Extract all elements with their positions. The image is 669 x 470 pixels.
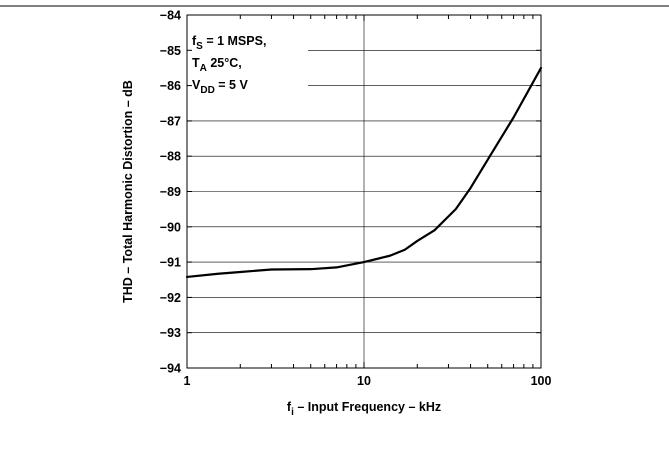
x-tick-label: 100 bbox=[531, 374, 552, 388]
x-tick-label: 10 bbox=[357, 374, 371, 388]
y-tick-label: −84 bbox=[160, 9, 181, 23]
y-tick-label: −86 bbox=[160, 79, 181, 93]
annotation-line-rest: = 1 MSPS, bbox=[203, 34, 267, 48]
y-tick-label: −91 bbox=[160, 256, 181, 270]
y-tick-label: −94 bbox=[160, 362, 181, 376]
y-tick-label: −93 bbox=[160, 326, 181, 340]
y-axis-title: THD – Total Harmonic Distortion – dB bbox=[121, 80, 135, 303]
y-tick-label: −85 bbox=[160, 44, 181, 58]
y-tick-label: −92 bbox=[160, 291, 181, 305]
x-tick-label: 1 bbox=[184, 374, 191, 388]
y-tick-labels: −84 −85 −86 −87 −88 −89 −90 −91 −92 −93 −94 bbox=[160, 9, 181, 376]
y-tick-label: −88 bbox=[160, 150, 181, 164]
x-axis-title-rest: – Input Frequency – kHz bbox=[294, 400, 441, 414]
y-tick-label: −90 bbox=[160, 220, 181, 234]
annotation-line-rest: 25°C, bbox=[207, 56, 242, 70]
x-axis-title: fi – Input Frequency – kHz bbox=[287, 400, 441, 418]
annotation-line-rest: = 5 V bbox=[215, 78, 249, 92]
x-tick-labels: 1 10 100 bbox=[184, 374, 552, 388]
y-tick-label: −87 bbox=[160, 114, 181, 128]
annotation-line-sub: A bbox=[200, 63, 207, 74]
y-tick-label: −89 bbox=[160, 185, 181, 199]
annotation-line-sub: DD bbox=[200, 85, 214, 96]
